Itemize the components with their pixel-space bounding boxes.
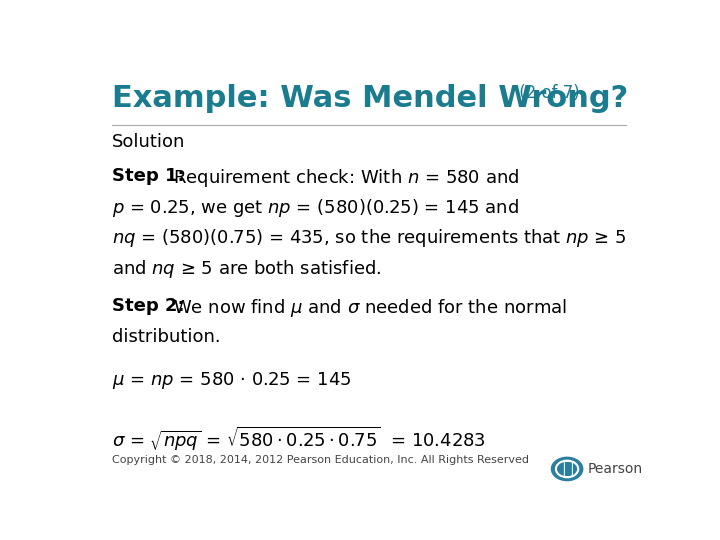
- Text: Requirement check: With $n$ = 580 and: Requirement check: With $n$ = 580 and: [173, 167, 519, 188]
- Text: and $nq$ ≥ 5 are both satisfied.: and $nq$ ≥ 5 are both satisfied.: [112, 258, 382, 280]
- Text: Solution: Solution: [112, 133, 186, 151]
- Text: Step 1:: Step 1:: [112, 167, 185, 185]
- Text: We now find $\mu$ and $\sigma$ needed for the normal: We now find $\mu$ and $\sigma$ needed fo…: [173, 297, 567, 319]
- Text: Copyright © 2018, 2014, 2012 Pearson Education, Inc. All Rights Reserved: Copyright © 2018, 2014, 2012 Pearson Edu…: [112, 455, 529, 465]
- Text: $\mu$ = $np$ = 580 $\cdot$ 0.25 = 145: $\mu$ = $np$ = 580 $\cdot$ 0.25 = 145: [112, 370, 352, 391]
- Text: Ⓟ: Ⓟ: [562, 460, 572, 478]
- Circle shape: [552, 457, 582, 481]
- Text: distribution.: distribution.: [112, 328, 221, 346]
- Text: (2 of 7): (2 of 7): [514, 84, 580, 102]
- Text: Example: Was Mendel Wrong?: Example: Was Mendel Wrong?: [112, 84, 629, 112]
- Text: $nq$ = (580)(0.75) = 435, so the requirements that $np$ ≥ 5: $nq$ = (580)(0.75) = 435, so the require…: [112, 227, 627, 249]
- Text: $p$ = 0.25, we get $np$ = (580)(0.25) = 145 and: $p$ = 0.25, we get $np$ = (580)(0.25) = …: [112, 197, 519, 219]
- Text: Pearson: Pearson: [588, 462, 643, 476]
- Text: $\sigma$ = $\sqrt{npq}$ = $\sqrt{580 \cdot 0.25 \cdot 0.75}$  = 10.4283: $\sigma$ = $\sqrt{npq}$ = $\sqrt{580 \cd…: [112, 424, 486, 453]
- Text: Step 2:: Step 2:: [112, 297, 185, 315]
